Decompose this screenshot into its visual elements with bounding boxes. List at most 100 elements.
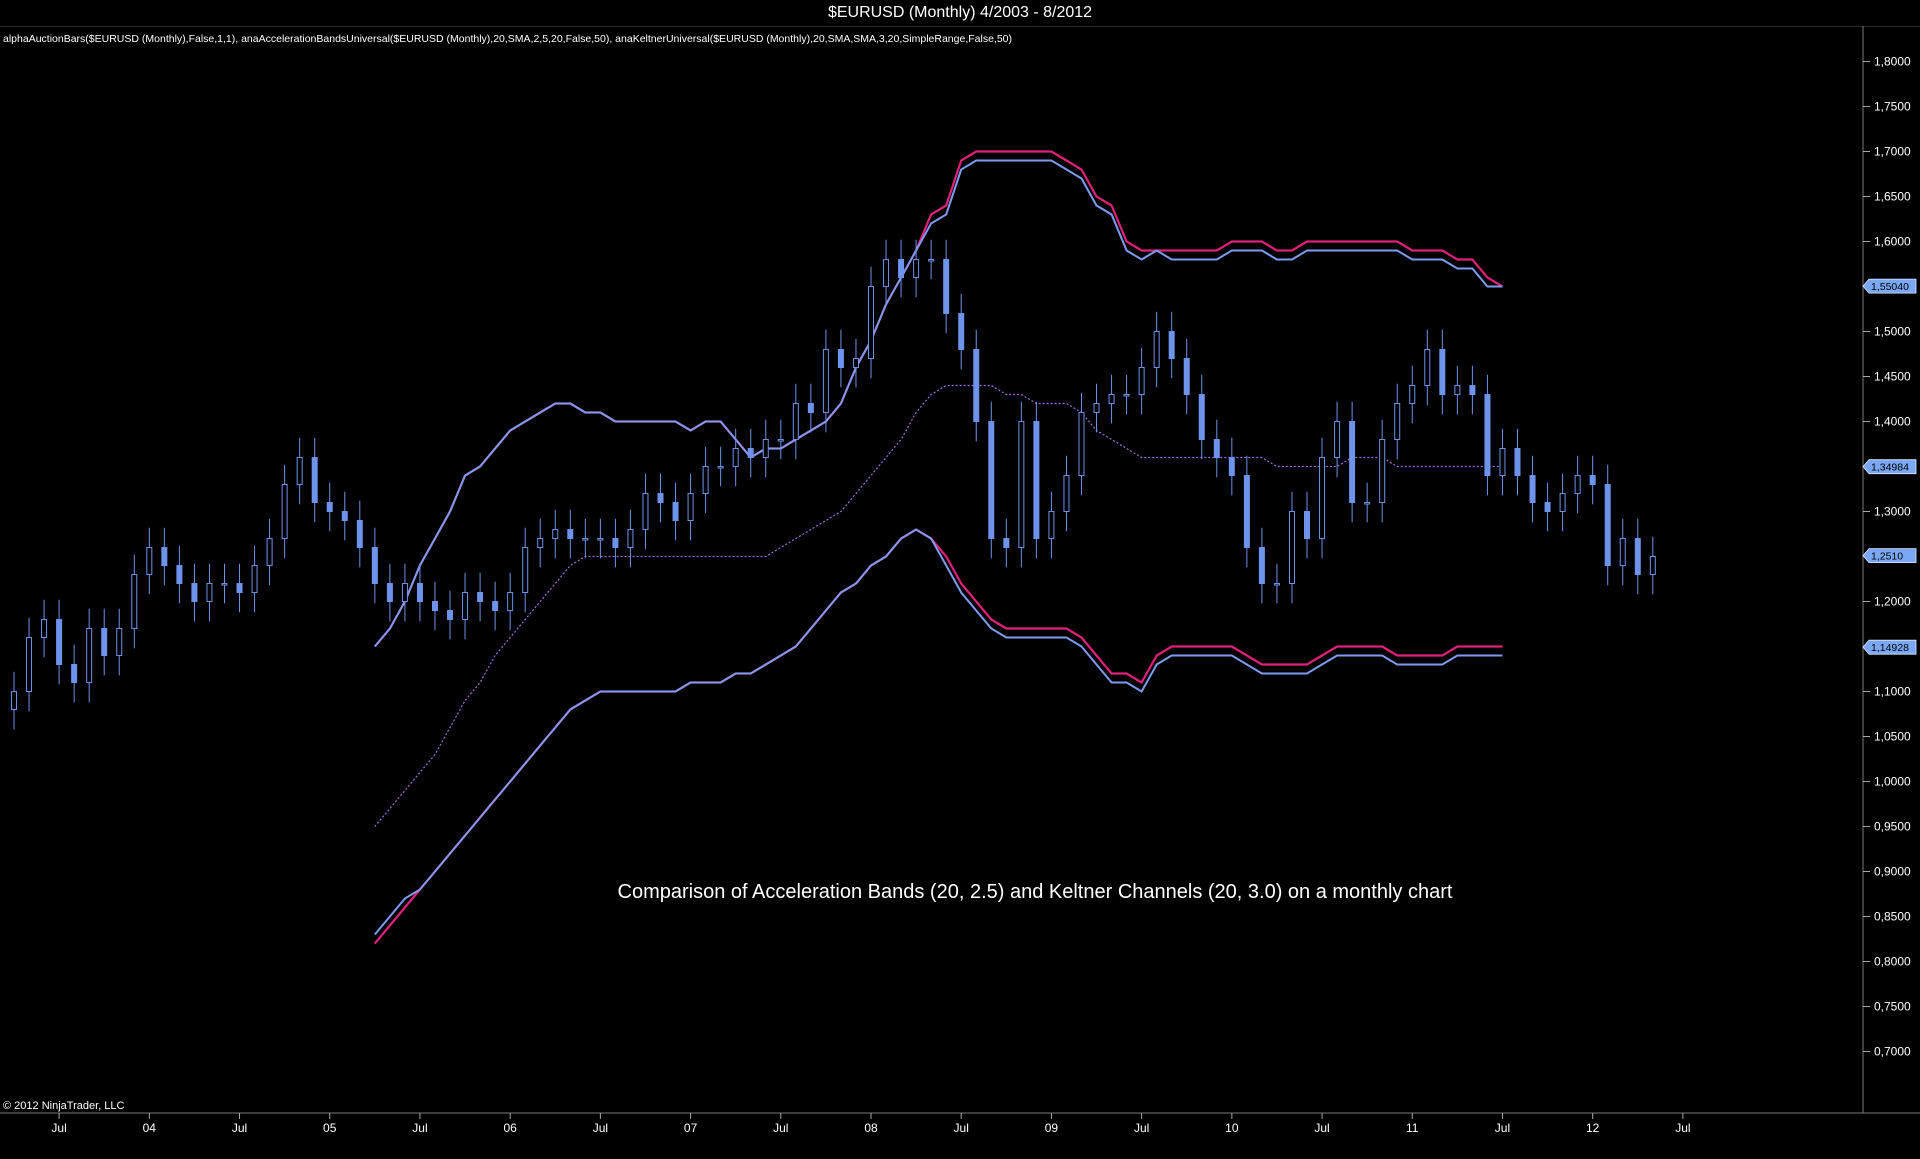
candle-down xyxy=(612,538,619,549)
chart-title: $EURUSD (Monthly) 4/2003 - 8/2012 xyxy=(827,4,1093,21)
x-tick-label: Jul xyxy=(773,1121,788,1135)
keltner-band-upper xyxy=(374,159,1503,648)
candle-down xyxy=(1213,439,1220,459)
candle-up xyxy=(1499,448,1506,477)
price-chart[interactable]: alphaAuctionBars($EURUSD (Monthly),False… xyxy=(0,26,1920,1159)
candle-down xyxy=(837,349,844,369)
price-flag xyxy=(1862,639,1917,655)
x-tick-label: 09 xyxy=(1045,1121,1059,1135)
candle-up xyxy=(1559,493,1566,513)
candle-up xyxy=(1574,475,1581,495)
candle-down xyxy=(477,592,484,603)
candle-up xyxy=(1364,502,1371,505)
candle-up xyxy=(762,439,769,459)
candle-up xyxy=(883,259,890,288)
candle-up xyxy=(732,448,739,468)
candle-down xyxy=(1349,421,1356,504)
candle-down xyxy=(943,259,950,315)
candle-down xyxy=(1033,421,1040,540)
candle-down xyxy=(1514,448,1521,477)
candle-down xyxy=(161,547,168,567)
candle-up xyxy=(777,439,784,442)
x-tick-label: 05 xyxy=(323,1121,337,1135)
candle-down xyxy=(101,628,108,657)
x-tick-label: 08 xyxy=(864,1121,878,1135)
candle-up xyxy=(11,691,17,711)
candle-up xyxy=(41,619,48,639)
accel-band-upper xyxy=(373,150,1504,648)
candle-up xyxy=(1153,331,1160,369)
price-axis[interactable]: 1,85001,80001,75001,70001,65001,60001,55… xyxy=(1863,26,1911,1059)
candle-down xyxy=(1604,484,1611,567)
candle-down xyxy=(973,349,980,423)
candle-up xyxy=(867,286,874,360)
price-flag xyxy=(1862,548,1917,564)
candle-up xyxy=(913,259,920,279)
x-tick-label: 06 xyxy=(503,1121,517,1135)
x-tick-label: Jul xyxy=(593,1121,608,1135)
candle-up xyxy=(1048,511,1055,540)
candle-down xyxy=(1228,457,1235,477)
candle-up xyxy=(642,493,649,531)
y-tick-label: 1,7500 xyxy=(1874,100,1911,114)
candle-up xyxy=(266,538,273,567)
x-tick-label: 07 xyxy=(684,1121,698,1135)
x-tick-label: Jul xyxy=(954,1121,969,1135)
time-axis[interactable]: Jul 04 Jul 05 Jul 06 Jul 07 Jul 08 Jul 09 Jul 10 Jul 11… xyxy=(51,1113,1691,1135)
x-tick-label: Jul xyxy=(1314,1121,1329,1135)
price-flag-label: 1,14928 xyxy=(1871,642,1909,654)
candle-up xyxy=(1093,403,1100,414)
candle-down xyxy=(1183,358,1190,396)
price-flag xyxy=(1862,459,1917,475)
candle-down xyxy=(747,448,754,459)
candle-up xyxy=(1619,538,1626,567)
candle-down xyxy=(1634,538,1641,576)
price-flag-label: 1,55040 xyxy=(1871,281,1909,293)
y-tick-label: 1,7000 xyxy=(1874,145,1911,159)
y-tick-label: 0,8500 xyxy=(1874,910,1911,924)
candle-up xyxy=(206,583,213,603)
candle-up xyxy=(462,592,469,621)
candle-up xyxy=(1078,412,1085,477)
candle-up xyxy=(507,592,514,612)
copyright-text: © 2012 NinjaTrader, LLC xyxy=(3,1100,124,1112)
candle-up xyxy=(1409,385,1416,405)
candle-down xyxy=(176,565,183,585)
candle-up xyxy=(1454,385,1461,396)
x-tick-label: Jul xyxy=(51,1121,66,1135)
price-flag xyxy=(1862,278,1917,294)
candle-down xyxy=(1544,502,1551,513)
candle-down xyxy=(416,583,423,603)
x-tick-label: 11 xyxy=(1406,1121,1419,1135)
candle-up xyxy=(928,259,935,262)
candle-up xyxy=(1063,475,1070,513)
chart-frame xyxy=(0,26,1920,1114)
candle-up xyxy=(131,574,138,630)
price-flags: 1,55040 1,34984 1,2510 1,14928 xyxy=(1862,278,1917,655)
y-tick-label: 1,4500 xyxy=(1874,370,1911,384)
candle-up xyxy=(221,583,228,586)
candle-up xyxy=(522,547,529,594)
x-tick-label: Jul xyxy=(1495,1121,1510,1135)
keltner-band-lower xyxy=(374,528,1503,936)
candle-down xyxy=(1529,475,1536,504)
candle-up xyxy=(687,493,694,522)
candle-up xyxy=(26,637,33,693)
candle-up xyxy=(401,583,408,603)
candle-up xyxy=(1649,556,1656,576)
y-tick-label: 1,0000 xyxy=(1874,775,1911,789)
x-tick-label: Jul xyxy=(1134,1121,1149,1135)
candle-down xyxy=(672,502,679,522)
candle-down xyxy=(386,583,393,603)
candle-up xyxy=(1018,421,1025,549)
candle-up xyxy=(1273,583,1280,586)
x-tick-label: 10 xyxy=(1225,1121,1239,1135)
x-tick-label: Jul xyxy=(412,1121,427,1135)
candle-up xyxy=(1288,511,1295,585)
candle-up xyxy=(1334,421,1341,459)
candle-up xyxy=(1108,394,1115,405)
candle-down xyxy=(492,601,499,612)
candle-down xyxy=(447,610,454,621)
y-tick-label: 1,0500 xyxy=(1874,730,1911,744)
x-tick-label: 04 xyxy=(143,1121,157,1135)
